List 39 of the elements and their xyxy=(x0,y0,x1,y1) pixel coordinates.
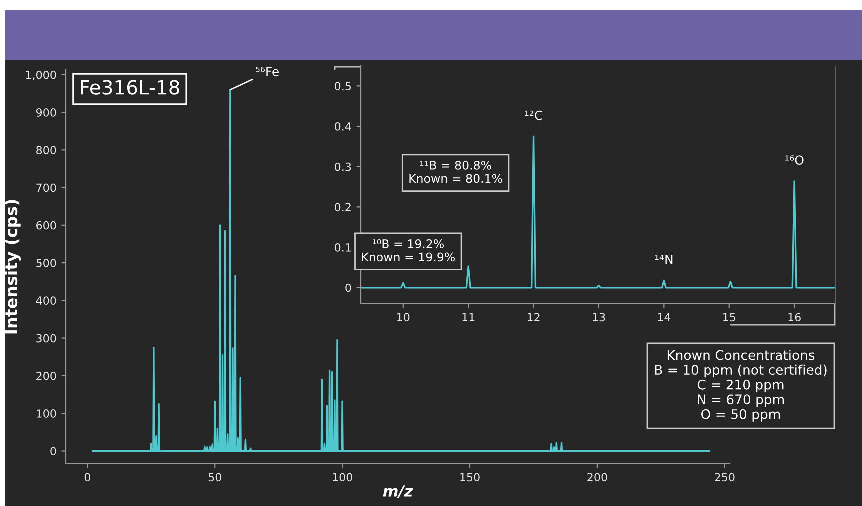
x-tick-label: 16 xyxy=(788,313,801,322)
x-tick-label: 200 xyxy=(588,473,608,482)
y-tick-label: 900 xyxy=(36,108,56,117)
chart-title: Fe316L-18 xyxy=(81,80,180,95)
annotation: ¹⁰B = 19.2% Known = 19.9% xyxy=(362,240,455,262)
x-tick-label: 14 xyxy=(658,313,671,322)
y-tick-label: 0 xyxy=(346,284,352,292)
y-axis-title: Intensity (cps) xyxy=(4,200,21,334)
y-tick-label: 500 xyxy=(36,259,56,268)
x-tick-label: 15 xyxy=(724,313,736,322)
y-tick-label: 0.1 xyxy=(335,244,351,252)
x-tick-label: 12 xyxy=(528,313,540,322)
y-tick-label: 400 xyxy=(36,296,56,306)
y-tick-label: 0 xyxy=(50,447,56,456)
y-tick-label: 800 xyxy=(36,146,56,155)
y-tick-label: 600 xyxy=(36,221,56,230)
annotation: Known Concentrations B = 10 ppm (not certified) C = 210 ppm N = 670 ppm O = 50 ppm xyxy=(655,350,827,422)
annotation: ¹¹B = 80.8% Known = 80.1% xyxy=(410,160,502,184)
y-tick-label: 1,000 xyxy=(26,70,56,80)
y-tick-label: 0.3 xyxy=(335,162,352,172)
x-tick-label: 13 xyxy=(593,313,606,322)
annotation: ⁵⁶Fe xyxy=(256,66,279,76)
y-tick-label: 700 xyxy=(36,184,56,192)
x-tick-label: 250 xyxy=(715,473,735,482)
y-tick-label: 300 xyxy=(36,334,56,343)
annotation: ¹⁶O xyxy=(785,156,804,166)
y-tick-label: 0.5 xyxy=(335,82,351,91)
y-tick-label: 200 xyxy=(36,372,56,380)
x-tick-label: 50 xyxy=(208,473,222,482)
annotation: ¹²C xyxy=(525,110,542,120)
x-tick-label: 11 xyxy=(462,313,475,322)
x-tick-label: 10 xyxy=(398,313,410,322)
y-tick-label: 100 xyxy=(36,410,56,418)
x-tick-label: 0 xyxy=(84,473,90,482)
annotation: ¹⁴N xyxy=(655,254,673,264)
x-axis-title: m/z xyxy=(383,486,414,498)
x-tick-label: 150 xyxy=(460,473,480,482)
y-tick-label: 0.2 xyxy=(335,203,351,212)
y-tick-label: 0.4 xyxy=(335,122,352,131)
